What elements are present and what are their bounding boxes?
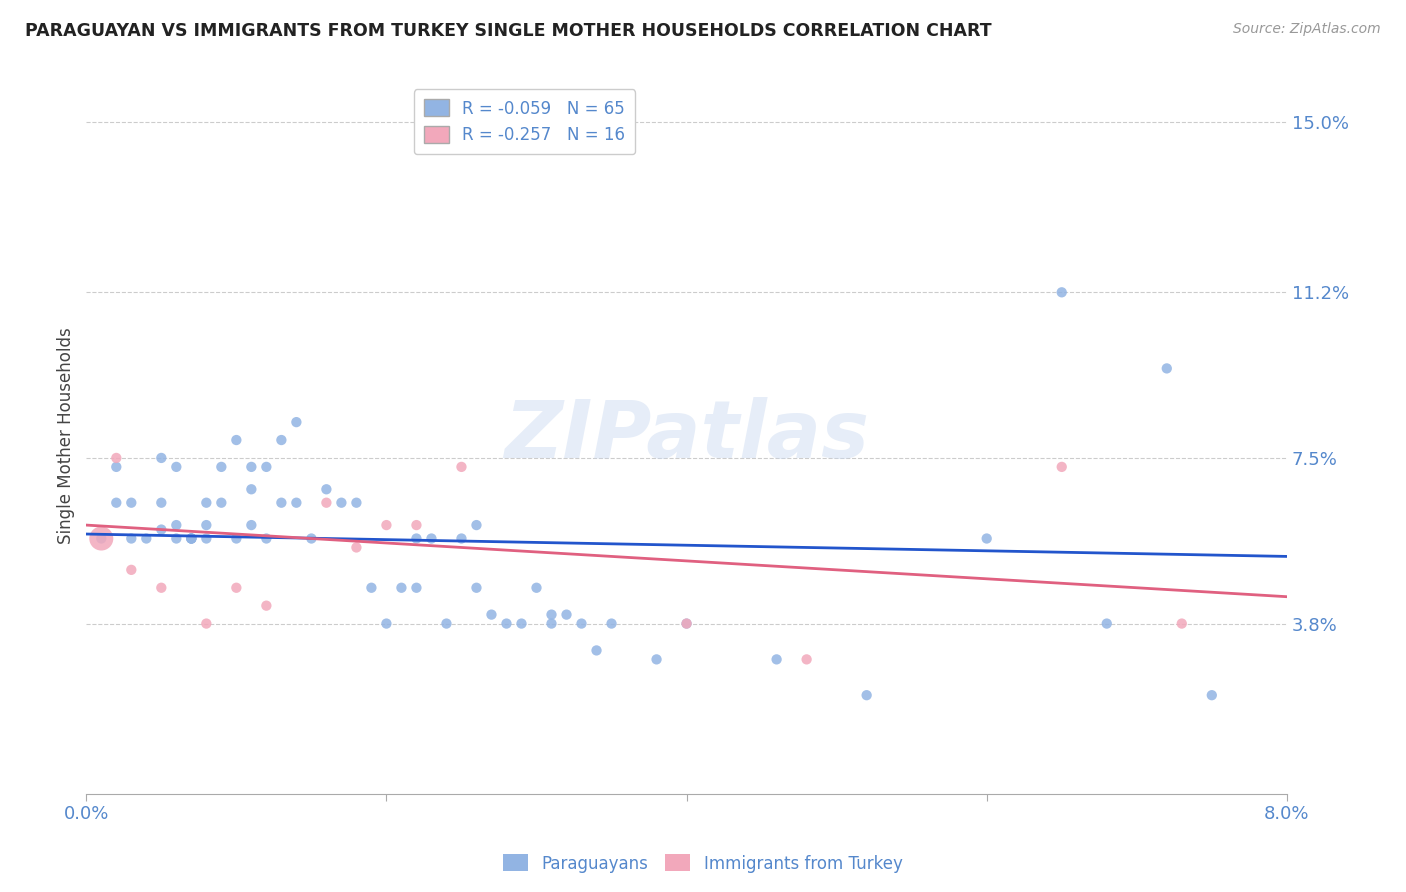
Point	[270, 496, 292, 510]
Point	[1050, 459, 1073, 474]
Point	[330, 496, 353, 510]
Point	[225, 532, 247, 546]
Point	[254, 459, 277, 474]
Point	[180, 532, 202, 546]
Point	[375, 518, 398, 533]
Point	[405, 581, 427, 595]
Point	[299, 532, 322, 546]
Point	[405, 518, 427, 533]
Legend: R = -0.059   N = 65, R = -0.257   N = 16: R = -0.059 N = 65, R = -0.257 N = 16	[413, 89, 636, 154]
Point	[645, 652, 668, 666]
Point	[120, 563, 142, 577]
Text: ZIPatlas: ZIPatlas	[505, 397, 869, 475]
Text: PARAGUAYAN VS IMMIGRANTS FROM TURKEY SINGLE MOTHER HOUSEHOLDS CORRELATION CHART: PARAGUAYAN VS IMMIGRANTS FROM TURKEY SIN…	[25, 22, 993, 40]
Point	[465, 518, 488, 533]
Point	[165, 532, 187, 546]
Point	[225, 433, 247, 447]
Point	[105, 496, 128, 510]
Point	[240, 518, 263, 533]
Point	[285, 496, 308, 510]
Point	[375, 616, 398, 631]
Point	[420, 532, 443, 546]
Point	[195, 532, 218, 546]
Point	[209, 496, 232, 510]
Point	[165, 518, 187, 533]
Point	[120, 532, 142, 546]
Point	[600, 616, 623, 631]
Point	[495, 616, 517, 631]
Y-axis label: Single Mother Households: Single Mother Households	[58, 327, 75, 544]
Point	[285, 415, 308, 429]
Point	[1095, 616, 1118, 631]
Point	[209, 459, 232, 474]
Point	[90, 532, 112, 546]
Point	[180, 532, 202, 546]
Point	[315, 483, 337, 497]
Point	[1050, 285, 1073, 300]
Point	[765, 652, 787, 666]
Point	[585, 643, 607, 657]
Legend: Paraguayans, Immigrants from Turkey: Paraguayans, Immigrants from Turkey	[496, 847, 910, 880]
Point	[195, 518, 218, 533]
Point	[465, 581, 488, 595]
Point	[405, 532, 427, 546]
Point	[150, 523, 173, 537]
Point	[270, 433, 292, 447]
Point	[225, 581, 247, 595]
Point	[675, 616, 697, 631]
Point	[120, 496, 142, 510]
Point	[315, 496, 337, 510]
Point	[180, 532, 202, 546]
Point	[391, 581, 413, 595]
Point	[180, 532, 202, 546]
Point	[150, 581, 173, 595]
Point	[555, 607, 578, 622]
Point	[165, 459, 187, 474]
Point	[1156, 361, 1178, 376]
Point	[254, 532, 277, 546]
Point	[150, 496, 173, 510]
Point	[90, 532, 112, 546]
Point	[481, 607, 503, 622]
Point	[195, 616, 218, 631]
Point	[796, 652, 818, 666]
Text: Source: ZipAtlas.com: Source: ZipAtlas.com	[1233, 22, 1381, 37]
Point	[976, 532, 998, 546]
Point	[450, 532, 472, 546]
Point	[344, 541, 367, 555]
Point	[510, 616, 533, 631]
Point	[571, 616, 593, 631]
Point	[855, 688, 877, 702]
Point	[105, 450, 128, 465]
Point	[1171, 616, 1194, 631]
Point	[675, 616, 697, 631]
Point	[344, 496, 367, 510]
Point	[150, 450, 173, 465]
Point	[540, 607, 562, 622]
Point	[526, 581, 548, 595]
Point	[195, 496, 218, 510]
Point	[240, 483, 263, 497]
Point	[540, 616, 562, 631]
Point	[1201, 688, 1223, 702]
Point	[135, 532, 157, 546]
Point	[450, 459, 472, 474]
Point	[240, 459, 263, 474]
Point	[360, 581, 382, 595]
Point	[254, 599, 277, 613]
Point	[105, 459, 128, 474]
Point	[436, 616, 458, 631]
